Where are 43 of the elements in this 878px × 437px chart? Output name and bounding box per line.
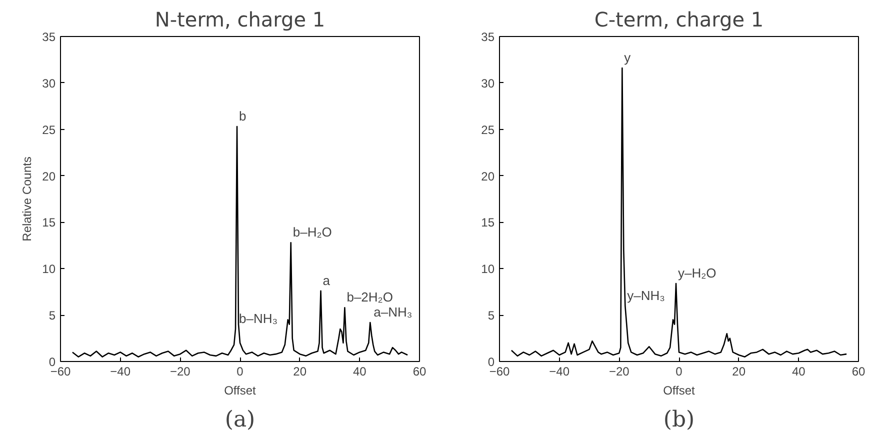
- y-tick-label: 25: [42, 122, 56, 137]
- x-tick-label: 40: [352, 364, 367, 378]
- y-tick-label: 35: [481, 30, 495, 44]
- x-tick-label: 40: [792, 364, 806, 378]
- annotation: b–H₂O: [292, 224, 332, 240]
- annotation: a: [322, 272, 331, 288]
- y-tick-label: 15: [42, 216, 56, 230]
- x-axis-title: Offset: [224, 384, 257, 398]
- x-tick-label: −40: [549, 364, 570, 378]
- x-tick-label: −20: [170, 364, 191, 378]
- annotation: y: [624, 50, 632, 66]
- y-tick-label: 5: [488, 308, 495, 323]
- text: (a): [224, 408, 256, 432]
- y-tick-label: 25: [481, 122, 495, 137]
- y-tick-label: 20: [481, 169, 495, 184]
- y-tick-label: 10: [481, 262, 495, 276]
- x-axis-title: Offset: [663, 384, 696, 398]
- x-tick-label: 60: [852, 364, 866, 378]
- text: (b): [663, 408, 695, 432]
- annotation: b: [239, 108, 246, 124]
- x-tick-label: 0: [676, 364, 683, 378]
- annotation: y–H₂O: [678, 266, 716, 280]
- y-tick-label: 30: [481, 76, 495, 90]
- x-tick-label: 20: [732, 364, 746, 378]
- line-series: [510, 67, 848, 358]
- annotation: b–2H₂O: [346, 290, 393, 305]
- x-tick-label: −40: [110, 364, 131, 378]
- y-axis-title: Relative Counts: [20, 156, 34, 242]
- x-tick-label: 0: [236, 364, 244, 378]
- x-tick-label: 20: [293, 364, 307, 378]
- chart-title: C-term, charge 1: [594, 8, 764, 32]
- y-tick-label: 20: [42, 169, 56, 184]
- y-tick-label: 5: [48, 308, 56, 323]
- chart-title: N-term, charge 1: [154, 8, 326, 32]
- x-tick-label: 60: [412, 364, 426, 378]
- x-tick-label: −20: [608, 364, 630, 378]
- annotation: y–NH₃: [627, 288, 665, 303]
- y-tick-label: 15: [481, 216, 495, 230]
- annotation: a–NH₃: [374, 304, 412, 320]
- y-tick-label: 10: [42, 262, 56, 276]
- y-tick-label: 35: [42, 30, 56, 44]
- y-tick-label: 30: [42, 76, 56, 90]
- annotation: b–NH₃: [239, 311, 278, 326]
